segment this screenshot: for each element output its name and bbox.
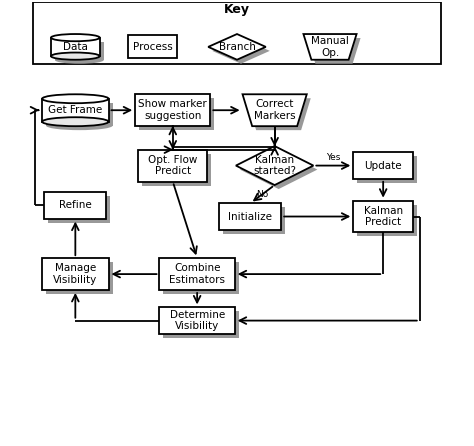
FancyBboxPatch shape [357,156,417,183]
FancyBboxPatch shape [128,35,177,58]
Ellipse shape [42,117,109,126]
Text: Process: Process [133,42,173,52]
Bar [51,37,100,56]
FancyBboxPatch shape [159,307,235,334]
FancyBboxPatch shape [223,207,285,234]
Polygon shape [240,150,318,189]
Text: No: No [256,190,268,198]
Ellipse shape [42,94,109,103]
FancyBboxPatch shape [143,153,211,186]
Bar [55,41,104,60]
Text: Get Frame: Get Frame [48,105,102,115]
Text: Yes: Yes [326,153,340,162]
FancyBboxPatch shape [138,150,207,182]
Bar [46,103,112,126]
Ellipse shape [46,121,112,130]
FancyBboxPatch shape [42,258,109,290]
FancyBboxPatch shape [219,203,281,230]
Polygon shape [246,98,311,130]
FancyBboxPatch shape [357,205,417,236]
Polygon shape [236,146,313,185]
Polygon shape [308,38,361,64]
Polygon shape [303,34,356,60]
FancyBboxPatch shape [48,196,110,223]
FancyBboxPatch shape [353,152,413,179]
FancyBboxPatch shape [164,311,239,338]
Text: Determine
Visibility: Determine Visibility [170,310,225,331]
Text: Combine
Estimators: Combine Estimators [169,263,225,285]
Text: Initialize: Initialize [228,211,272,222]
Text: Opt. Flow
Predict: Opt. Flow Predict [148,155,198,176]
Text: Manage
Visibility: Manage Visibility [53,263,98,285]
FancyBboxPatch shape [33,2,441,64]
Ellipse shape [51,53,100,60]
Polygon shape [212,38,270,64]
FancyBboxPatch shape [159,258,235,290]
FancyBboxPatch shape [45,192,106,219]
Text: Show marker
suggestion: Show marker suggestion [138,99,207,121]
FancyBboxPatch shape [46,262,112,294]
Text: Refine: Refine [59,200,91,211]
Text: Key: Key [224,3,250,16]
Text: Kalman
Predict: Kalman Predict [364,206,403,227]
Ellipse shape [55,57,104,64]
Polygon shape [243,94,307,126]
FancyBboxPatch shape [164,262,239,294]
Text: Data: Data [63,42,88,52]
FancyBboxPatch shape [135,94,210,126]
Ellipse shape [51,34,100,41]
FancyBboxPatch shape [353,201,413,232]
FancyBboxPatch shape [139,98,214,130]
Text: Manual
Op.: Manual Op. [311,36,349,58]
Text: Correct
Markers: Correct Markers [254,99,295,121]
Text: Kalman
started?: Kalman started? [253,155,296,176]
Polygon shape [208,34,266,60]
Bar [42,99,109,122]
Text: Update: Update [365,161,402,170]
Text: Branch: Branch [219,42,255,52]
